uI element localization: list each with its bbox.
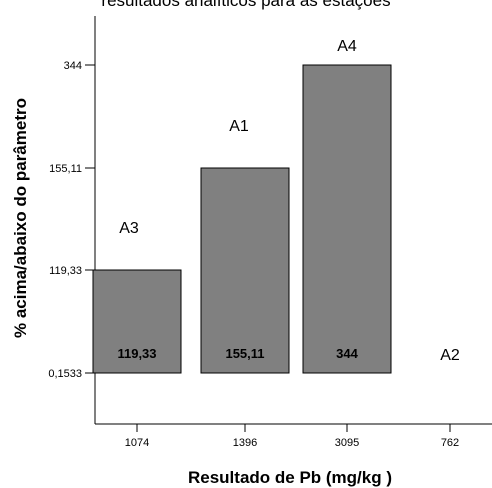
x-tick-label: 3095 [335,437,359,449]
y-tick-label: 344 [64,60,82,72]
x-tick-label: 1396 [233,437,257,449]
bar-value-label: 119,33 [117,346,156,361]
bar-point-label: A1 [229,118,249,135]
x-tick-label: 762 [441,437,459,449]
x-tick-label: 1074 [125,437,149,449]
bar [200,167,290,374]
x-axis-label: Resultado de Pb (mg/kg ) [188,468,392,487]
y-tick-label: 0,1533 [48,368,82,380]
y-tick-label: 155,11 [49,163,82,175]
bar-point-label: A4 [337,38,357,55]
bar-value-label: 155,11 [225,346,264,361]
bar [92,269,182,374]
y-tick-label: 119,33 [49,265,82,277]
bar-point-label: A2 [440,347,460,364]
top-caption: resultados analíticos para as estações [101,0,391,10]
y-axis-label: % acima/abaixo do parâmetro [11,98,30,338]
bar [302,64,392,374]
bar-point-label: A3 [119,220,139,237]
bar-value-label: 344 [336,346,358,361]
